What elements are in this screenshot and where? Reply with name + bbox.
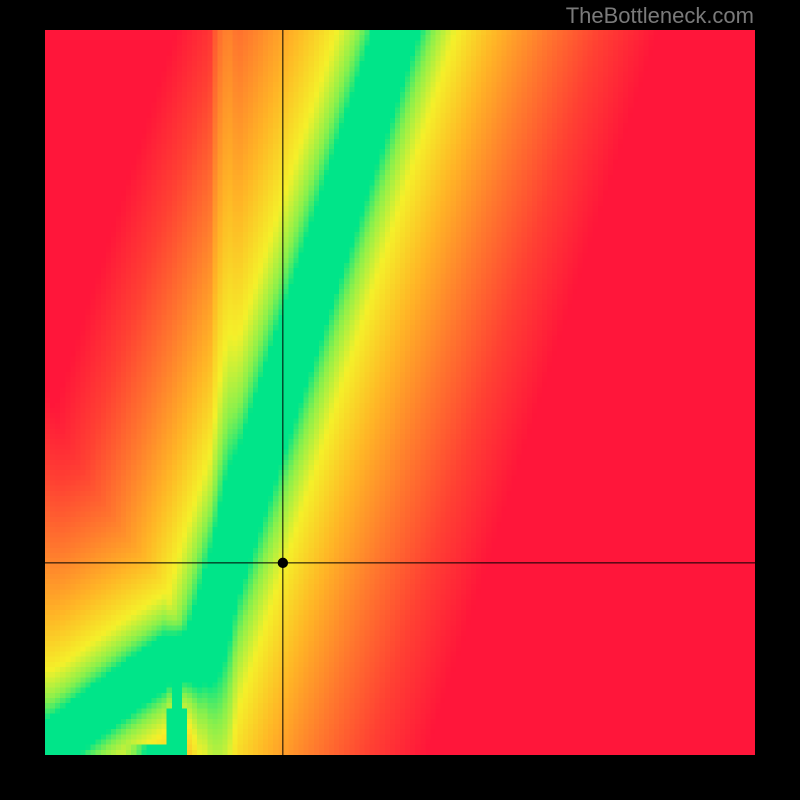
watermark-label: TheBottleneck.com — [566, 3, 754, 29]
chart-container: TheBottleneck.com — [0, 0, 800, 800]
bottleneck-heatmap — [45, 30, 755, 755]
